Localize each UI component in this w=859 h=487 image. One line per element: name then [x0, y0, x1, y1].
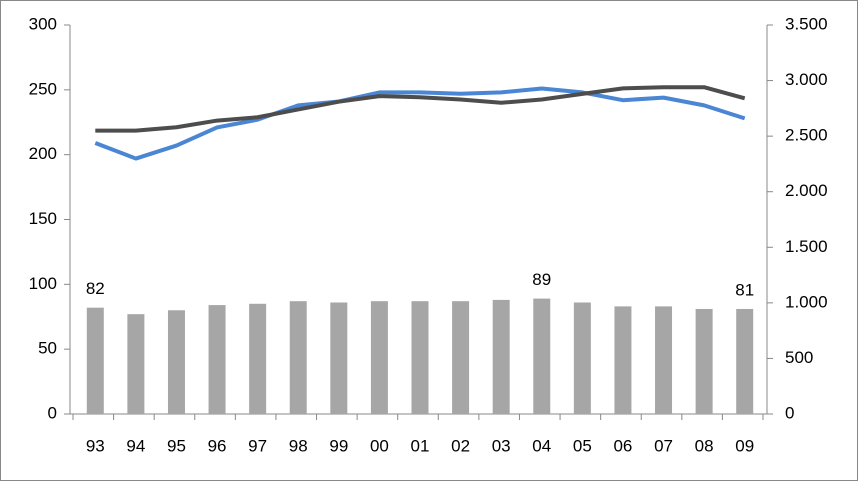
bar: [573, 302, 591, 414]
bar: [411, 301, 429, 414]
y-tick-label: 50: [38, 339, 57, 358]
bar: [452, 301, 470, 414]
y2-tick-label: 3.500: [785, 14, 828, 33]
line: [94, 86, 746, 161]
data-label: 81: [735, 280, 754, 299]
data-label: 82: [86, 279, 105, 298]
bar: [614, 306, 632, 414]
y2-tick-label: 1.000: [785, 292, 828, 311]
bar: [736, 308, 754, 414]
x-tick-label: 09: [735, 436, 754, 455]
bar: [249, 303, 267, 414]
line: [95, 85, 746, 133]
bar: [127, 314, 145, 414]
x-tick-label: 95: [167, 436, 186, 455]
bar: [655, 306, 673, 414]
x-tick-label: 00: [370, 436, 389, 455]
y-tick-label: 200: [29, 144, 57, 163]
x-tick-label: 01: [411, 436, 430, 455]
x-tick-label: 93: [86, 436, 105, 455]
x-tick-label: 05: [573, 436, 592, 455]
y2-tick-label: 1.500: [785, 237, 828, 256]
bar: [533, 298, 551, 414]
bar: [370, 301, 388, 414]
x-tick-label: 08: [695, 436, 714, 455]
y-tick-label: 0: [48, 403, 57, 422]
x-tick-label: 06: [613, 436, 632, 455]
x-tick-label: 96: [208, 436, 227, 455]
x-tick-label: 07: [654, 436, 673, 455]
x-tick-label: 97: [248, 436, 267, 455]
bar: [86, 307, 104, 414]
y-tick-label: 250: [29, 79, 57, 98]
y2-tick-label: 0: [785, 403, 794, 422]
x-tick-label: 98: [289, 436, 308, 455]
y-tick-label: 150: [29, 209, 57, 228]
bar: [167, 310, 185, 414]
y2-tick-label: 2.500: [785, 126, 828, 145]
x-tick-label: 02: [451, 436, 470, 455]
x-tick-label: 03: [492, 436, 511, 455]
bar: [289, 301, 307, 414]
x-tick-label: 94: [126, 436, 145, 455]
y2-tick-label: 500: [785, 348, 813, 367]
y2-tick-label: 2.000: [785, 181, 828, 200]
x-tick-label: 04: [532, 436, 551, 455]
y-tick-label: 300: [29, 14, 57, 33]
y-tick-label: 100: [29, 274, 57, 293]
x-tick-label: 99: [329, 436, 348, 455]
y2-tick-label: 3.000: [785, 70, 828, 89]
data-label: 89: [532, 270, 551, 289]
bar: [208, 305, 226, 414]
bar: [492, 299, 510, 414]
bar: [695, 308, 713, 414]
bar: [330, 302, 348, 414]
